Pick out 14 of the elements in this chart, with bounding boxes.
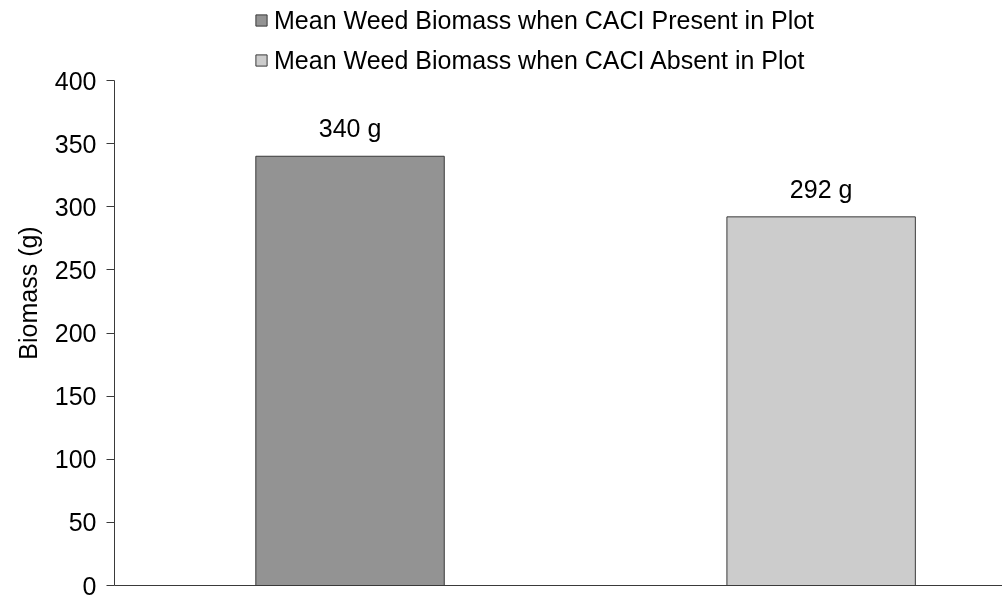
y-tick-label: 150 [54,382,97,411]
y-tick-label: 200 [54,319,97,347]
data-label: 340 g [318,114,382,143]
y-tick-label: 400 [54,66,97,95]
legend-label: Mean Weed Biomass when CACI Absent in Plot [274,44,805,76]
y-tick-label: 350 [54,129,97,158]
legend-label: Mean Weed Biomass when CACI Present in Plot [274,4,815,36]
y-axis-title: Biomass (g) [13,226,42,360]
y-tick-label: 100 [54,445,97,474]
data-label: 292 g [789,174,853,203]
y-tick-label: 50 [68,508,97,537]
y-tick-label: 300 [54,192,97,221]
y-tick-label: 250 [54,255,97,284]
y-tick-label: 0 [82,571,97,595]
